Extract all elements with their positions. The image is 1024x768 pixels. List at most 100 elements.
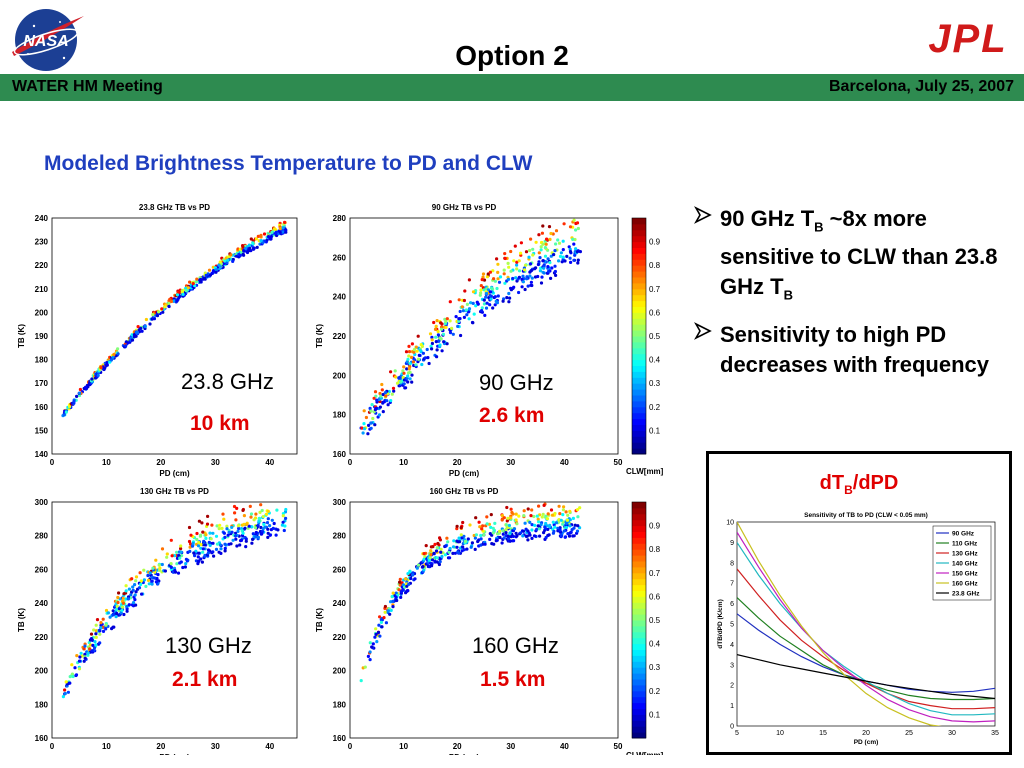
scatter-point — [384, 621, 388, 625]
scatter-point — [373, 423, 377, 427]
scatter-point — [486, 272, 490, 276]
scatter-point — [415, 349, 419, 353]
scatter-point — [498, 529, 502, 533]
scatter-point — [260, 529, 265, 533]
scatter-point — [444, 319, 448, 323]
colorbar-segment — [632, 318, 646, 325]
scatter-point — [134, 590, 138, 594]
scatter-point — [140, 329, 144, 333]
scatter-point — [530, 523, 534, 527]
scatter-point — [377, 413, 382, 417]
scatter-point — [383, 610, 387, 614]
scatter-point — [536, 524, 540, 528]
scatter-point — [489, 513, 493, 517]
scatter-point — [532, 514, 536, 519]
scatter-point — [154, 580, 158, 584]
scatter-point — [225, 527, 229, 531]
freq-label-160: 160 GHz — [472, 633, 559, 658]
scatter-point — [199, 546, 203, 550]
scatter-point — [127, 603, 131, 607]
scatter-point — [519, 531, 523, 535]
scatter-point — [476, 539, 480, 544]
scatter-point — [498, 275, 503, 279]
scatter-point — [178, 556, 182, 560]
scatter-point — [506, 516, 510, 520]
scatter-xtick: 10 — [399, 742, 408, 751]
scatter-point — [515, 260, 519, 264]
colorbar-segment — [632, 726, 646, 733]
scatter-point — [430, 558, 435, 562]
scatter-point — [465, 547, 469, 551]
scatter-point — [70, 663, 74, 667]
scatter-point — [103, 366, 107, 370]
scatter-point — [383, 391, 387, 395]
scatter-point — [266, 531, 270, 535]
legend-label: 140 GHz — [952, 561, 978, 568]
scatter-point — [439, 547, 443, 551]
scatter-point — [527, 255, 531, 259]
scatter-point — [509, 269, 513, 273]
scatter-point — [512, 259, 516, 263]
scatter-point — [454, 315, 458, 319]
legend-label: 130 GHz — [952, 551, 978, 558]
scatter-point — [391, 386, 396, 390]
scatter-point — [281, 514, 285, 518]
scatter-point — [398, 583, 402, 587]
scatter-point — [278, 230, 282, 234]
scatter-point — [172, 299, 176, 303]
km-label-90: 2.6 km — [479, 404, 545, 427]
colorbar-tick: 0.9 — [649, 522, 661, 531]
scatter-xtick: 0 — [348, 458, 353, 467]
scatter-point — [467, 307, 472, 311]
scatter-point — [120, 608, 124, 612]
scatter-point — [486, 288, 490, 292]
scatter-point — [134, 579, 138, 583]
scatter-point — [235, 254, 239, 258]
scatter-axes-0 — [51, 217, 298, 455]
scatter-point — [492, 542, 496, 546]
scatter-point — [360, 426, 364, 430]
scatter-point — [537, 527, 542, 531]
scatter-point — [531, 247, 535, 251]
scatter-point — [214, 534, 219, 538]
scatter-point — [496, 277, 500, 281]
colorbar-frame — [631, 217, 647, 455]
scatter-ytick: 180 — [333, 700, 347, 709]
scatter-point — [386, 403, 390, 407]
scatter-point — [388, 612, 392, 616]
scatter-point — [501, 299, 505, 303]
scatter-point — [412, 350, 416, 354]
scatter-point — [95, 618, 100, 622]
scatter-point — [284, 228, 288, 232]
scatter-ytick: 220 — [35, 261, 49, 270]
scatter-point — [530, 536, 534, 540]
scatter-point — [572, 258, 576, 262]
colorbar-segment — [632, 235, 646, 243]
scatter-point — [83, 656, 87, 660]
scatter-point — [398, 577, 402, 581]
scatter-point — [261, 527, 265, 531]
scatter-point — [88, 647, 92, 651]
scatter-point — [443, 553, 447, 557]
colorbar-segment — [632, 430, 646, 437]
scatter-point — [238, 253, 242, 257]
scatter-point — [493, 295, 497, 299]
scatter-point — [203, 276, 207, 280]
scatter-point — [394, 375, 398, 379]
scatter-point — [456, 324, 460, 328]
scatter-point — [568, 256, 572, 260]
scatter-point — [445, 317, 449, 321]
scatter-point — [214, 547, 219, 551]
scatter-point — [197, 559, 201, 564]
scatter-point — [281, 520, 285, 524]
colorbar-segment — [632, 377, 646, 384]
scatter-ytick: 240 — [35, 214, 49, 223]
scatter-point — [435, 560, 439, 564]
scatter-point — [479, 543, 483, 547]
scatter-point — [179, 544, 183, 548]
scatter-point — [383, 604, 387, 609]
scatter-point — [493, 521, 497, 525]
scatter-point — [566, 532, 570, 536]
colorbar-segment — [632, 353, 646, 361]
scatter-point — [155, 314, 160, 318]
